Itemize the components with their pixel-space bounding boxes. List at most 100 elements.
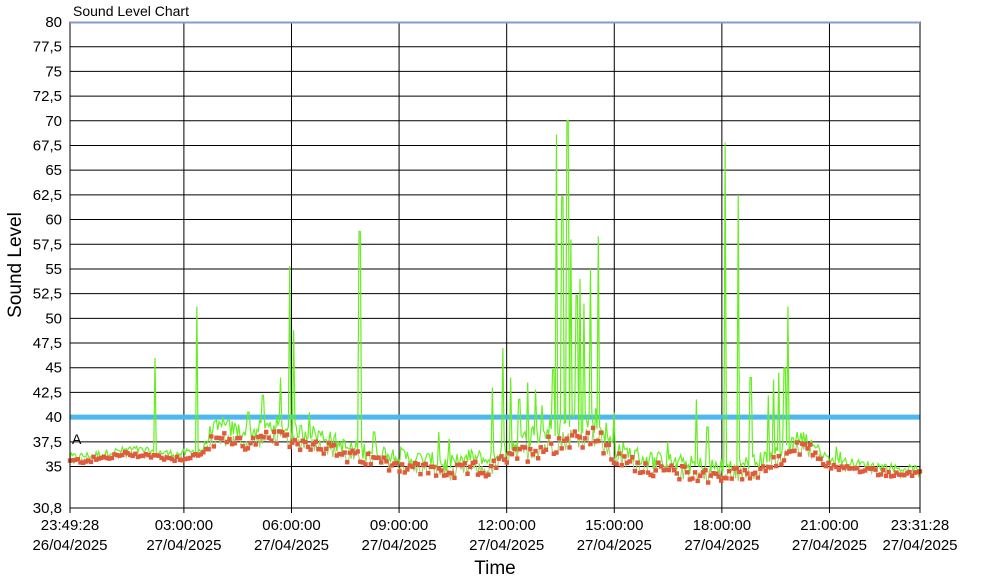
average-level-marker <box>543 447 549 453</box>
average-level-marker <box>337 451 342 457</box>
average-level-marker <box>802 442 808 447</box>
average-level-marker <box>533 448 538 454</box>
x-tick-date: 27/04/2025 <box>146 537 221 554</box>
average-level-marker <box>311 442 316 447</box>
x-tick-date: 27/04/2025 <box>684 537 759 554</box>
average-level-marker <box>509 451 515 457</box>
average-level-marker <box>211 444 217 449</box>
average-level-marker <box>156 453 162 458</box>
average-level-marker <box>847 466 852 471</box>
average-level-marker <box>300 438 305 443</box>
average-level-marker <box>386 468 392 473</box>
average-level-marker <box>198 452 203 457</box>
average-level-marker <box>376 455 381 460</box>
average-level-marker <box>80 460 86 466</box>
average-level-marker <box>750 471 755 477</box>
average-level-marker <box>253 442 258 447</box>
average-level-marker <box>271 429 277 434</box>
average-level-marker <box>460 462 465 468</box>
average-level-marker <box>159 455 164 461</box>
average-level-marker <box>763 468 768 474</box>
average-level-marker <box>826 460 831 465</box>
average-level-marker <box>878 472 883 477</box>
average-level-marker <box>682 464 687 469</box>
average-level-marker <box>656 460 661 465</box>
average-level-marker <box>815 456 821 461</box>
average-level-marker <box>556 436 562 441</box>
average-level-marker <box>661 468 666 473</box>
x-axis-ticks: 23:49:28 26/04/2025 03:00:00 27/04/2025 06:0… <box>32 508 958 554</box>
average-level-marker <box>358 459 363 464</box>
average-level-marker <box>839 464 844 469</box>
y-tick-label: 52,5 <box>33 286 62 303</box>
average-level-marker <box>635 460 640 465</box>
average-level-marker <box>284 432 290 437</box>
grid-lines <box>70 21 920 509</box>
average-level-marker <box>834 464 839 470</box>
average-level-marker <box>732 466 737 471</box>
average-level-marker <box>713 471 719 476</box>
average-level-marker <box>232 441 237 446</box>
average-level-marker <box>624 460 630 466</box>
average-level-marker <box>781 458 787 463</box>
average-level-marker <box>93 457 99 462</box>
average-level-marker <box>334 453 339 458</box>
average-level-marker <box>127 452 133 458</box>
average-level-marker <box>112 452 117 457</box>
average-level-marker <box>860 469 865 474</box>
average-level-marker <box>481 471 486 476</box>
average-level-marker <box>643 461 648 466</box>
average-level-marker <box>177 457 183 463</box>
average-level-marker <box>700 470 706 475</box>
average-level-marker <box>792 448 797 454</box>
average-level-marker <box>130 453 135 459</box>
average-level-marker <box>473 459 478 465</box>
average-level-marker <box>287 444 292 450</box>
average-level-marker <box>321 451 326 456</box>
average-level-marker <box>912 470 917 475</box>
average-level-marker <box>250 435 256 441</box>
average-level-marker <box>758 466 763 472</box>
average-level-marker <box>593 439 598 444</box>
average-level-marker <box>784 451 789 456</box>
average-level-marker <box>329 443 334 448</box>
average-level-marker <box>666 467 672 473</box>
average-level-marker <box>729 476 734 481</box>
average-level-marker <box>742 467 747 473</box>
average-level-marker <box>494 465 499 470</box>
x-tick-date: 27/04/2025 <box>469 537 544 554</box>
average-level-marker <box>823 463 829 469</box>
average-level-marker <box>894 470 899 475</box>
average-level-marker <box>266 435 271 440</box>
x-tick-time: 03:00:00 <box>155 517 213 534</box>
average-level-marker <box>122 449 128 455</box>
average-level-marker <box>805 446 810 451</box>
y-tick-label: 67,5 <box>33 137 62 154</box>
average-level-marker <box>915 469 920 475</box>
average-level-marker <box>640 469 645 475</box>
y-tick-label: 70 <box>45 113 62 130</box>
chart-title: Sound Level Chart <box>73 3 189 19</box>
average-level-marker <box>180 458 185 463</box>
average-level-marker <box>528 446 533 452</box>
average-level-marker <box>596 438 601 444</box>
x-axis-title: Time <box>474 558 516 579</box>
average-level-marker <box>143 451 149 457</box>
max-level-series <box>69 120 921 476</box>
average-level-marker <box>614 461 619 467</box>
average-level-marker <box>651 473 656 479</box>
average-level-marker <box>739 477 745 482</box>
average-level-marker <box>766 464 771 470</box>
average-level-marker <box>120 452 125 458</box>
average-level-marker <box>821 462 826 467</box>
average-level-marker <box>235 436 240 441</box>
x-tick-date: 27/04/2025 <box>254 537 329 554</box>
x-tick-date: 27/04/2025 <box>362 537 437 554</box>
average-level-marker <box>695 478 700 484</box>
average-level-marker <box>345 459 350 465</box>
x-tick-date: 27/04/2025 <box>577 537 652 554</box>
average-level-marker <box>449 471 455 476</box>
average-level-marker <box>685 470 690 475</box>
average-level-marker <box>844 464 849 469</box>
